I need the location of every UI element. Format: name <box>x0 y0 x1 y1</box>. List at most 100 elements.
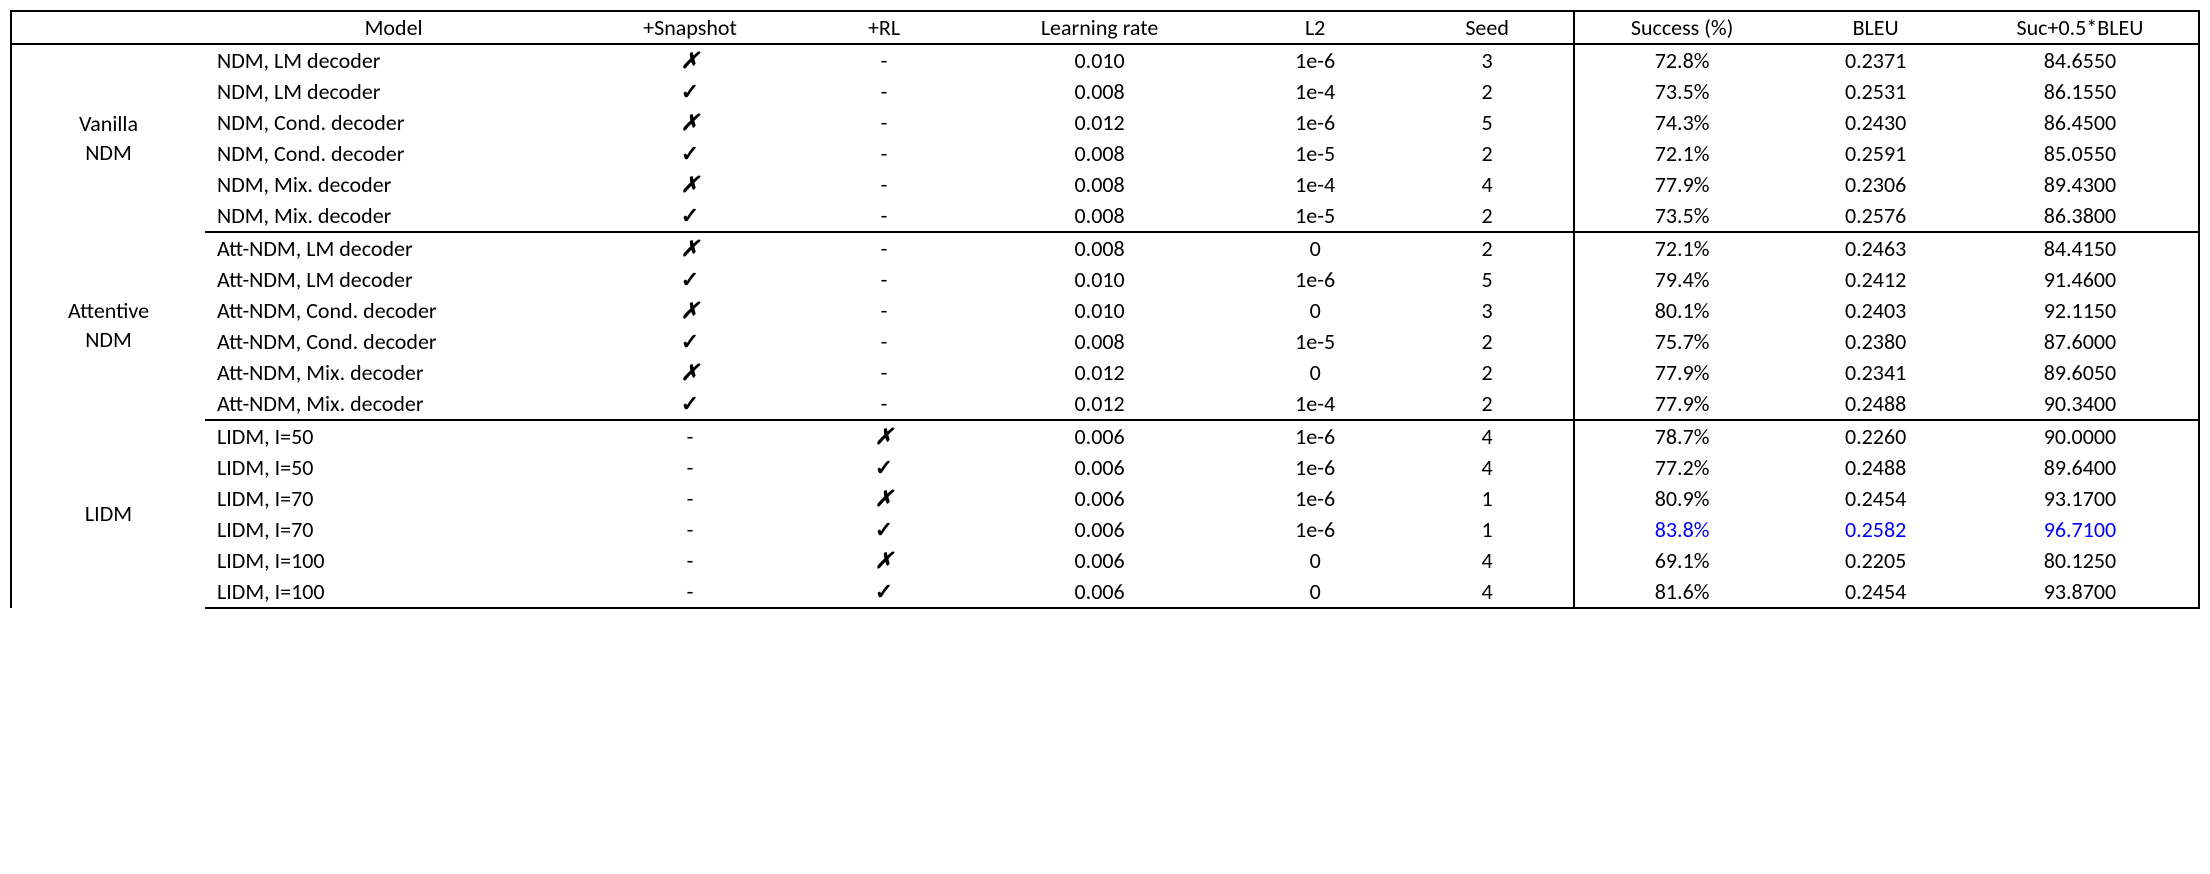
dash-icon: - <box>881 390 888 417</box>
lr-cell: 0.008 <box>970 138 1229 169</box>
success-cell: 78.7% <box>1574 420 1790 452</box>
dash-icon: - <box>881 109 888 136</box>
cross-icon: ✗ <box>681 110 699 135</box>
rl-cell: - <box>798 200 970 232</box>
combo-cell: 90.3400 <box>1962 388 2199 420</box>
table-row: NDM, LM decoder✓-0.0081e-4273.5%0.253186… <box>11 76 2199 107</box>
lr-cell: 0.006 <box>970 420 1229 452</box>
cross-icon: ✗ <box>681 360 699 385</box>
l2-cell: 1e-6 <box>1229 264 1401 295</box>
col-model: Model <box>205 11 582 44</box>
table-row: LIDM, I=50-✓0.0061e-6477.2%0.248889.6400 <box>11 452 2199 483</box>
dash-icon: - <box>881 359 888 386</box>
col-group <box>11 11 205 44</box>
seed-cell: 4 <box>1401 545 1573 576</box>
model-cell: Att-NDM, Mix. decoder <box>205 388 582 420</box>
l2-cell: 0 <box>1229 545 1401 576</box>
rl-cell: - <box>798 388 970 420</box>
lr-cell: 0.006 <box>970 452 1229 483</box>
check-icon: ✓ <box>875 517 893 542</box>
table-header: Model +Snapshot +RL Learning rate L2 See… <box>11 11 2199 44</box>
seed-cell: 4 <box>1401 169 1573 200</box>
success-cell: 77.9% <box>1574 169 1790 200</box>
l2-cell: 1e-5 <box>1229 326 1401 357</box>
combo-cell: 93.1700 <box>1962 483 2199 514</box>
snapshot-cell: ✓ <box>582 76 798 107</box>
bleu-cell: 0.2531 <box>1789 76 1961 107</box>
success-cell: 79.4% <box>1574 264 1790 295</box>
model-cell: Att-NDM, Cond. decoder <box>205 295 582 326</box>
col-snapshot: +Snapshot <box>582 11 798 44</box>
snapshot-cell: - <box>582 483 798 514</box>
cross-icon: ✗ <box>681 236 699 261</box>
rl-cell: ✗ <box>798 420 970 452</box>
snapshot-cell: ✓ <box>582 138 798 169</box>
table-row: LIDM, I=70-✗0.0061e-6180.9%0.245493.1700 <box>11 483 2199 514</box>
table-row: LIDM, I=70-✓0.0061e-6183.8%0.258296.7100 <box>11 514 2199 545</box>
col-rl: +RL <box>798 11 970 44</box>
combo-cell: 84.4150 <box>1962 232 2199 264</box>
table-row: AttentiveNDMAtt-NDM, LM decoder✗-0.00802… <box>11 232 2199 264</box>
rl-cell: - <box>798 44 970 76</box>
table-row: Att-NDM, Cond. decoder✗-0.0100380.1%0.24… <box>11 295 2199 326</box>
bleu-cell: 0.2412 <box>1789 264 1961 295</box>
table-row: Att-NDM, LM decoder✓-0.0101e-6579.4%0.24… <box>11 264 2199 295</box>
table-row: NDM, Mix. decoder✗-0.0081e-4477.9%0.2306… <box>11 169 2199 200</box>
table-row: NDM, Cond. decoder✗-0.0121e-6574.3%0.243… <box>11 107 2199 138</box>
check-icon: ✓ <box>681 267 699 292</box>
cross-icon: ✗ <box>875 486 893 511</box>
lr-cell: 0.008 <box>970 232 1229 264</box>
model-cell: LIDM, I=50 <box>205 420 582 452</box>
seed-cell: 2 <box>1401 76 1573 107</box>
seed-cell: 2 <box>1401 138 1573 169</box>
combo-cell: 86.1550 <box>1962 76 2199 107</box>
rl-cell: - <box>798 107 970 138</box>
rl-cell: ✓ <box>798 576 970 608</box>
success-cell: 74.3% <box>1574 107 1790 138</box>
dash-icon: - <box>881 328 888 355</box>
l2-cell: 1e-6 <box>1229 452 1401 483</box>
success-cell: 69.1% <box>1574 545 1790 576</box>
model-cell: Att-NDM, LM decoder <box>205 232 582 264</box>
l2-cell: 1e-6 <box>1229 420 1401 452</box>
combo-cell: 92.1150 <box>1962 295 2199 326</box>
dash-icon: - <box>881 266 888 293</box>
combo-cell: 86.3800 <box>1962 200 2199 232</box>
dash-icon: - <box>687 485 694 512</box>
seed-cell: 5 <box>1401 264 1573 295</box>
model-cell: Att-NDM, LM decoder <box>205 264 582 295</box>
dash-icon: - <box>687 454 694 481</box>
col-bleu: BLEU <box>1789 11 1961 44</box>
snapshot-cell: - <box>582 576 798 608</box>
bleu-cell: 0.2205 <box>1789 545 1961 576</box>
success-cell: 83.8% <box>1574 514 1790 545</box>
snapshot-cell: - <box>582 545 798 576</box>
combo-cell: 80.1250 <box>1962 545 2199 576</box>
success-cell: 77.9% <box>1574 357 1790 388</box>
snapshot-cell: ✓ <box>582 264 798 295</box>
group-label: VanillaNDM <box>11 44 205 232</box>
bleu-cell: 0.2488 <box>1789 452 1961 483</box>
l2-cell: 1e-6 <box>1229 483 1401 514</box>
table-row: Att-NDM, Mix. decoder✗-0.0120277.9%0.234… <box>11 357 2199 388</box>
model-cell: NDM, Mix. decoder <box>205 169 582 200</box>
lr-cell: 0.010 <box>970 44 1229 76</box>
snapshot-cell: ✓ <box>582 326 798 357</box>
bleu-cell: 0.2463 <box>1789 232 1961 264</box>
cross-icon: ✗ <box>875 424 893 449</box>
cross-icon: ✗ <box>681 298 699 323</box>
rl-cell: ✗ <box>798 483 970 514</box>
l2-cell: 1e-5 <box>1229 138 1401 169</box>
cross-icon: ✗ <box>875 548 893 573</box>
seed-cell: 2 <box>1401 200 1573 232</box>
dash-icon: - <box>687 516 694 543</box>
lr-cell: 0.008 <box>970 76 1229 107</box>
l2-cell: 1e-5 <box>1229 200 1401 232</box>
check-icon: ✓ <box>875 579 893 604</box>
rl-cell: - <box>798 138 970 169</box>
table-row: LIDMLIDM, I=50-✗0.0061e-6478.7%0.226090.… <box>11 420 2199 452</box>
combo-cell: 89.6050 <box>1962 357 2199 388</box>
seed-cell: 3 <box>1401 295 1573 326</box>
success-cell: 80.9% <box>1574 483 1790 514</box>
combo-cell: 90.0000 <box>1962 420 2199 452</box>
